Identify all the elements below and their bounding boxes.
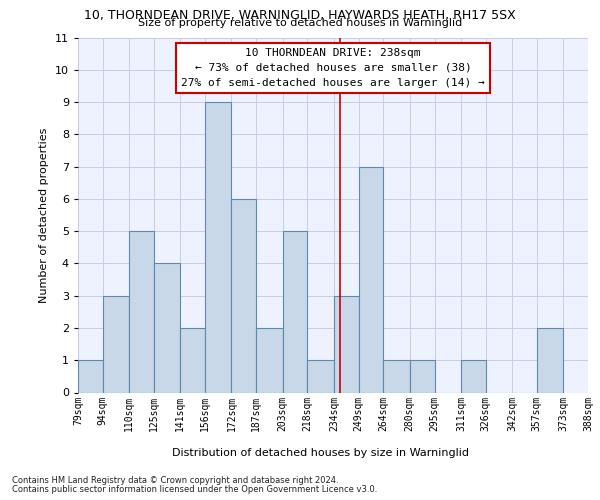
Y-axis label: Number of detached properties: Number of detached properties <box>40 128 49 302</box>
Bar <box>154 264 181 392</box>
Text: 10 THORNDEAN DRIVE: 238sqm
← 73% of detached houses are smaller (38)
27% of semi: 10 THORNDEAN DRIVE: 238sqm ← 73% of deta… <box>181 48 485 88</box>
Bar <box>205 102 232 393</box>
Bar <box>334 296 359 392</box>
Bar <box>129 231 154 392</box>
Text: Contains HM Land Registry data © Crown copyright and database right 2024.: Contains HM Land Registry data © Crown c… <box>12 476 338 485</box>
Text: Distribution of detached houses by size in Warninglid: Distribution of detached houses by size … <box>173 448 470 458</box>
Text: 10, THORNDEAN DRIVE, WARNINGLID, HAYWARDS HEATH, RH17 5SX: 10, THORNDEAN DRIVE, WARNINGLID, HAYWARD… <box>84 9 516 22</box>
Bar <box>461 360 485 392</box>
Text: Contains public sector information licensed under the Open Government Licence v3: Contains public sector information licen… <box>12 485 377 494</box>
Bar <box>232 199 256 392</box>
Bar <box>359 166 383 392</box>
Bar <box>78 360 103 392</box>
Bar <box>307 360 334 392</box>
Bar <box>103 296 129 392</box>
Bar <box>537 328 563 392</box>
Text: Size of property relative to detached houses in Warninglid: Size of property relative to detached ho… <box>138 18 462 28</box>
Bar <box>256 328 283 392</box>
Bar <box>410 360 434 392</box>
Bar <box>181 328 205 392</box>
Bar <box>383 360 410 392</box>
Bar <box>283 231 307 392</box>
